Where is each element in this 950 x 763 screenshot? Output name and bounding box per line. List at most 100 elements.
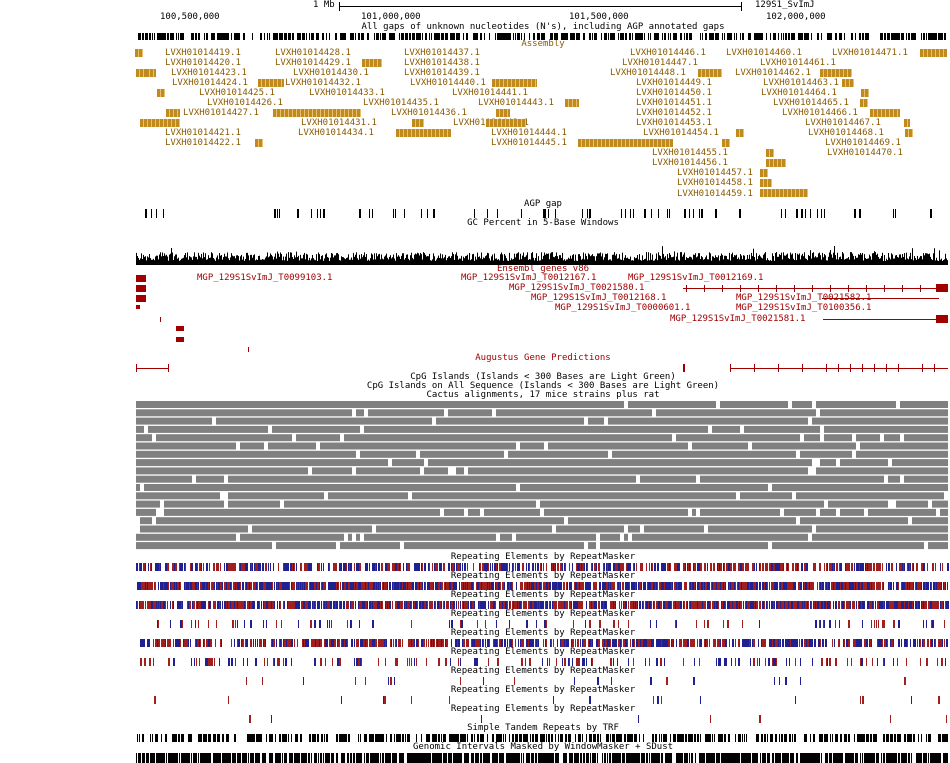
assembly-item[interactable]: LVXH01014458.1 — [677, 178, 753, 188]
ensembl-transcript[interactable]: MGP_129S1SvImJ_T0012169.1 — [628, 273, 764, 283]
assembly-item[interactable]: LVXH01014426.1 — [207, 98, 283, 108]
assembly-item[interactable]: LVXH01014432.1 — [285, 78, 361, 88]
assembly-item[interactable]: LVXH01014456.1 — [652, 158, 728, 168]
assembly-item[interactable]: LVXH01014427.1 — [183, 108, 259, 118]
assembly-block[interactable] — [842, 79, 854, 87]
assembly-block[interactable] — [412, 119, 424, 127]
assembly-block[interactable] — [820, 69, 852, 77]
assembly-item[interactable]: LVXH01014464.1 — [761, 88, 837, 98]
track-title-augustus[interactable]: Augustus Gene Predictions — [475, 353, 611, 363]
assembly-block[interactable] — [736, 129, 744, 137]
track-title-cpg[interactable]: CpG Islands (Islands < 300 Bases are Lig… — [410, 372, 676, 382]
assembly-item[interactable]: LVXH01014424.1 — [172, 78, 248, 88]
assembly-item[interactable]: LVXH01014421.1 — [165, 128, 241, 138]
assembly-item[interactable]: LVXH01014460.1 — [726, 48, 802, 58]
assembly-block[interactable] — [578, 139, 673, 147]
assembly-item[interactable]: LVXH01014449.1 — [636, 78, 712, 88]
assembly-item[interactable]: LVXH01014457.1 — [677, 168, 753, 178]
assembly-item[interactable]: LVXH01014454.1 — [643, 128, 719, 138]
ensembl-transcript[interactable]: MGP_129S1SvImJ_T0000601.1 — [555, 303, 691, 313]
assembly-item[interactable]: LVXH01014461.1 — [760, 58, 836, 68]
track-title-assembly[interactable]: Assembly — [521, 39, 565, 49]
assembly-item[interactable]: LVXH01014463.1 — [763, 78, 839, 88]
assembly-item[interactable]: LVXH01014443.1 — [478, 98, 554, 108]
track-title-agp-gap[interactable]: AGP gap — [524, 199, 562, 209]
assembly-item[interactable]: LVXH01014466.1 — [782, 108, 858, 118]
assembly-item[interactable]: LVXH01014451.1 — [636, 98, 712, 108]
track-title-repeatmasker[interactable]: Repeating Elements by RepeatMasker — [450, 704, 636, 714]
assembly-block[interactable] — [492, 79, 537, 87]
track-title-trf[interactable]: Simple Tandem Repeats by TRF — [467, 723, 619, 733]
track-title-gc[interactable]: GC Percent in 5-Base Windows — [467, 218, 619, 228]
ensembl-transcript[interactable]: MGP_129S1SvImJ_T0100356.1 — [736, 303, 872, 313]
assembly-block[interactable] — [135, 49, 143, 57]
assembly-block[interactable] — [565, 99, 579, 107]
assembly-item[interactable]: LVXH01014428.1 — [275, 48, 351, 58]
assembly-item[interactable]: LVXH01014470.1 — [827, 148, 903, 158]
assembly-block[interactable] — [766, 149, 774, 157]
assembly-block[interactable] — [870, 109, 900, 117]
assembly-item[interactable]: LVXH01014439.1 — [404, 68, 480, 78]
assembly-item[interactable]: LVXH01014422.1 — [165, 138, 241, 148]
assembly-item[interactable]: LVXH01014423.1 — [171, 68, 247, 78]
assembly-item[interactable]: LVXH01014441.1 — [452, 88, 528, 98]
assembly-item[interactable]: LVXH01014430.1 — [293, 68, 369, 78]
track-title-cpg-all[interactable]: CpG Islands on All Sequence (Islands < 3… — [366, 381, 720, 391]
assembly-item[interactable]: LVXH01014425.1 — [199, 88, 275, 98]
assembly-block[interactable] — [766, 159, 786, 167]
assembly-item[interactable]: LVXH01014447.1 — [622, 58, 698, 68]
assembly-block[interactable] — [258, 79, 284, 87]
assembly-block[interactable] — [904, 119, 910, 127]
assembly-block[interactable] — [362, 59, 382, 67]
assembly-block[interactable] — [905, 129, 913, 137]
assembly-block[interactable] — [760, 189, 808, 197]
assembly-block[interactable] — [146, 69, 156, 77]
assembly-block[interactable] — [166, 109, 180, 117]
assembly-item[interactable]: LVXH01014437.1 — [404, 48, 480, 58]
ensembl-transcript[interactable]: MGP_129S1SvImJ_T0099103.1 — [197, 273, 333, 283]
assembly-item[interactable]: LVXH01014438.1 — [404, 58, 480, 68]
track-title-repeatmasker[interactable]: Repeating Elements by RepeatMasker — [450, 552, 636, 562]
assembly-item[interactable]: LVXH01014420.1 — [165, 58, 241, 68]
track-title-repeatmasker[interactable]: Repeating Elements by RepeatMasker — [450, 666, 636, 676]
ensembl-transcript[interactable]: MGP_129S1SvImJ_T0012168.1 — [531, 293, 667, 303]
assembly-item[interactable]: LVXH01014471.1 — [832, 48, 908, 58]
assembly-item[interactable]: LVXH01014444.1 — [491, 128, 567, 138]
assembly-item[interactable]: LVXH01014467.1 — [805, 118, 881, 128]
assembly-item[interactable]: LVXH01014434.1 — [298, 128, 374, 138]
assembly-block[interactable] — [255, 139, 263, 147]
assembly-item[interactable]: LVXH01014469.1 — [825, 138, 901, 148]
ensembl-transcript[interactable]: MGP_129S1SvImJ_T0021581.1 — [670, 314, 806, 324]
assembly-block[interactable] — [140, 119, 180, 127]
track-title-windowmasker[interactable]: Genomic Intervals Masked by WindowMasker… — [412, 742, 674, 752]
assembly-block[interactable] — [861, 89, 869, 97]
track-title-repeatmasker[interactable]: Repeating Elements by RepeatMasker — [450, 628, 636, 638]
assembly-item[interactable]: LVXH01014450.1 — [636, 88, 712, 98]
assembly-item[interactable]: LVXH01014419.1 — [165, 48, 241, 58]
assembly-item[interactable]: LVXH01014459.1 — [677, 189, 753, 199]
assembly-block[interactable] — [860, 99, 868, 107]
assembly-item[interactable]: LVXH01014448.1 — [610, 68, 686, 78]
assembly-block[interactable] — [157, 89, 165, 97]
assembly-item[interactable]: LVXH01014468.1 — [808, 128, 884, 138]
ensembl-transcript[interactable]: MGP_129S1SvImJ_T0021580.1 — [509, 283, 645, 293]
assembly-item[interactable]: LVXH01014435.1 — [363, 98, 439, 108]
ensembl-transcript[interactable]: MGP_129S1SvImJ_T0021582.1 — [736, 293, 872, 303]
assembly-block[interactable] — [396, 129, 451, 137]
assembly-block[interactable] — [136, 69, 152, 77]
assembly-block[interactable] — [722, 139, 730, 147]
track-title-cactus[interactable]: Cactus alignments, 17 mice strains plus … — [426, 390, 660, 400]
assembly-item[interactable]: LVXH01014433.1 — [309, 88, 385, 98]
assembly-item[interactable]: LVXH01014453.1 — [636, 118, 712, 128]
assembly-item[interactable]: LVXH01014446.1 — [630, 48, 706, 58]
track-title-repeatmasker[interactable]: Repeating Elements by RepeatMasker — [450, 685, 636, 695]
assembly-item[interactable]: LVXH01014452.1 — [636, 108, 712, 118]
assembly-block[interactable] — [760, 169, 768, 177]
ensembl-transcript[interactable]: MGP_129S1SvImJ_T0012167.1 — [461, 273, 597, 283]
assembly-item[interactable]: LVXH01014462.1 — [735, 68, 811, 78]
assembly-block[interactable] — [486, 119, 526, 127]
track-title-repeatmasker[interactable]: Repeating Elements by RepeatMasker — [450, 609, 636, 619]
assembly-item[interactable]: LVXH01014445.1 — [491, 138, 567, 148]
assembly-block[interactable] — [496, 109, 510, 117]
